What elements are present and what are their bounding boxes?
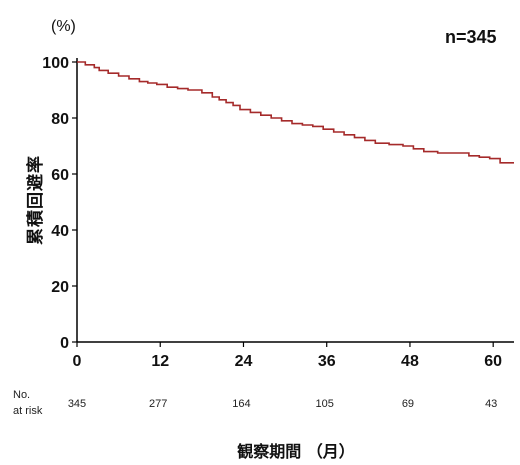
at-risk-count: 43	[485, 398, 497, 410]
at-risk-count: 164	[232, 398, 250, 410]
y-tick-label: 40	[51, 223, 69, 240]
at-risk-count: 277	[149, 398, 167, 410]
at-risk-heading-line2: at risk	[13, 405, 43, 417]
series-line	[77, 61, 514, 164]
x-tick-label: 48	[401, 353, 419, 370]
x-tick-label: 0	[73, 353, 82, 370]
y-ticks: 0 20 40 60 80 100	[42, 55, 77, 352]
at-risk-heading-line1: No.	[13, 389, 30, 401]
x-tick-label: 36	[318, 353, 336, 370]
at-risk-count: 105	[316, 398, 334, 410]
x-tick-label: 24	[235, 353, 253, 370]
at-risk-row: 345 277 164 105 69 43	[68, 398, 497, 410]
y-tick-label: 80	[51, 111, 69, 128]
x-tick-label: 12	[151, 353, 169, 370]
y-axis-label: 累積回避率	[25, 155, 46, 245]
y-unit-label: (%)	[51, 18, 76, 35]
y-tick-label: 100	[42, 55, 69, 72]
y-tick-label: 60	[51, 167, 69, 184]
x-ticks: 0 12 24 36 48 60	[73, 342, 502, 370]
x-axis-label: 観察期間 （月）	[237, 442, 355, 461]
at-risk-count: 69	[402, 398, 414, 410]
y-tick-label: 20	[51, 279, 69, 296]
x-tick-label: 60	[484, 353, 502, 370]
at-risk-count: 345	[68, 398, 86, 410]
y-tick-label: 0	[60, 335, 69, 352]
sample-size-annotation: n=345	[445, 27, 497, 47]
